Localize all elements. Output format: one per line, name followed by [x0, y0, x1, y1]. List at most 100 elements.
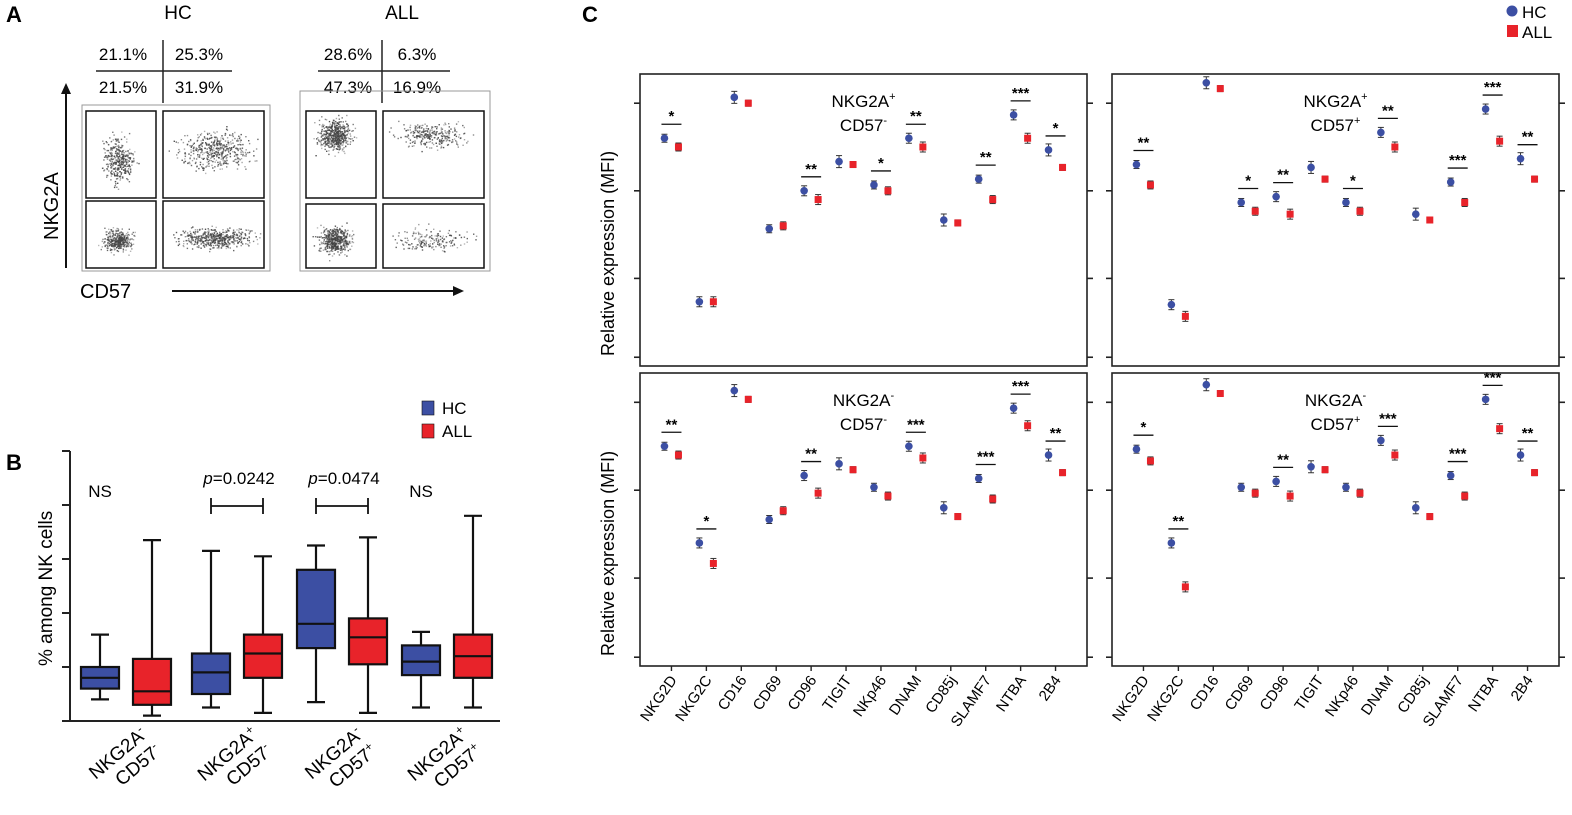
event-dot — [332, 141, 335, 144]
event-dot — [133, 158, 135, 160]
event-dot — [233, 232, 235, 235]
event-dot — [127, 150, 129, 152]
event-dot — [337, 129, 339, 131]
event-dot — [230, 147, 232, 150]
event-dot — [426, 134, 428, 136]
event-dot — [133, 160, 135, 162]
event-dot — [128, 160, 131, 162]
event-dot — [330, 134, 332, 136]
event-dot — [430, 231, 432, 233]
event-dot — [183, 245, 185, 248]
event-dot — [237, 162, 239, 164]
event-dot — [215, 151, 218, 153]
event-dot — [195, 158, 198, 160]
event-dot — [339, 125, 341, 128]
event-dot — [326, 247, 329, 249]
event-dot — [109, 235, 111, 238]
event-dot — [229, 149, 232, 152]
event-dot — [330, 146, 332, 148]
event-dot — [213, 237, 215, 240]
event-dot — [211, 233, 213, 235]
event-dot — [194, 236, 196, 238]
event-dot — [318, 239, 321, 241]
event-dot — [338, 136, 340, 138]
sig-stars: * — [1245, 172, 1251, 189]
point-all-cd96 — [814, 196, 822, 204]
event-dot — [337, 151, 340, 154]
event-dot — [194, 231, 197, 233]
flow-plot-title-hc: HC — [164, 3, 191, 24]
event-dot — [106, 156, 108, 159]
event-dot — [125, 171, 127, 173]
event-dot — [217, 235, 219, 237]
event-dot — [103, 142, 105, 145]
event-dot — [319, 236, 321, 238]
event-dot — [224, 132, 227, 135]
event-dot — [323, 240, 325, 243]
subplot-frame — [1111, 73, 1560, 367]
event-dot — [189, 145, 191, 147]
event-dot — [127, 161, 129, 164]
event-dot — [328, 120, 331, 123]
event-dot — [255, 148, 258, 150]
event-dot — [402, 244, 405, 246]
event-dot — [328, 233, 330, 235]
event-dot — [219, 168, 221, 170]
event-dot — [333, 231, 335, 233]
event-dot — [223, 245, 225, 247]
event-dot — [415, 246, 417, 248]
event-dot — [240, 151, 242, 153]
event-dot — [340, 143, 342, 145]
event-dot — [214, 132, 216, 134]
event-dot — [128, 254, 130, 256]
event-dot — [412, 246, 414, 248]
event-dot — [247, 229, 250, 231]
event-dot — [105, 141, 107, 143]
event-dot — [211, 225, 213, 227]
x-tick-label-nkg2c: NKG2C — [1144, 672, 1188, 724]
event-dot — [193, 158, 195, 160]
event-dot — [248, 240, 250, 242]
event-dot — [463, 243, 466, 245]
event-dot — [204, 243, 207, 245]
event-dot — [347, 125, 349, 128]
event-dot — [213, 158, 215, 160]
event-dot — [107, 241, 109, 243]
event-dot — [236, 161, 238, 164]
event-dot — [343, 134, 346, 136]
event-dot — [201, 149, 203, 152]
point-all-nkg2d — [674, 143, 682, 151]
event-dot — [472, 134, 475, 136]
event-dot — [182, 141, 185, 144]
flow-xlabel: CD57 — [80, 281, 131, 303]
event-dot — [317, 131, 319, 134]
point-all-cd16 — [744, 395, 752, 403]
event-dot — [443, 124, 445, 126]
event-dot — [344, 248, 346, 250]
event-dot — [232, 238, 235, 240]
event-dot — [321, 128, 323, 131]
event-dot — [315, 155, 317, 157]
event-dot — [113, 161, 116, 163]
event-dot — [453, 134, 456, 136]
event-dot — [173, 234, 175, 236]
event-dot — [193, 142, 195, 144]
event-dot — [200, 149, 202, 151]
event-dot — [421, 234, 423, 236]
event-dot — [233, 233, 235, 236]
event-dot — [427, 134, 430, 136]
event-dot — [120, 165, 122, 168]
event-dot — [440, 135, 443, 137]
event-dot — [217, 143, 219, 145]
event-dot — [419, 141, 422, 143]
event-dot — [210, 235, 212, 237]
event-dot — [235, 236, 237, 239]
event-dot — [240, 238, 242, 240]
event-dot — [329, 229, 332, 231]
event-dot — [405, 141, 407, 143]
event-dot — [320, 143, 323, 146]
event-dot — [344, 229, 346, 231]
event-dot — [335, 140, 338, 142]
x-tick-label-nkp46: NKp46 — [850, 673, 890, 720]
